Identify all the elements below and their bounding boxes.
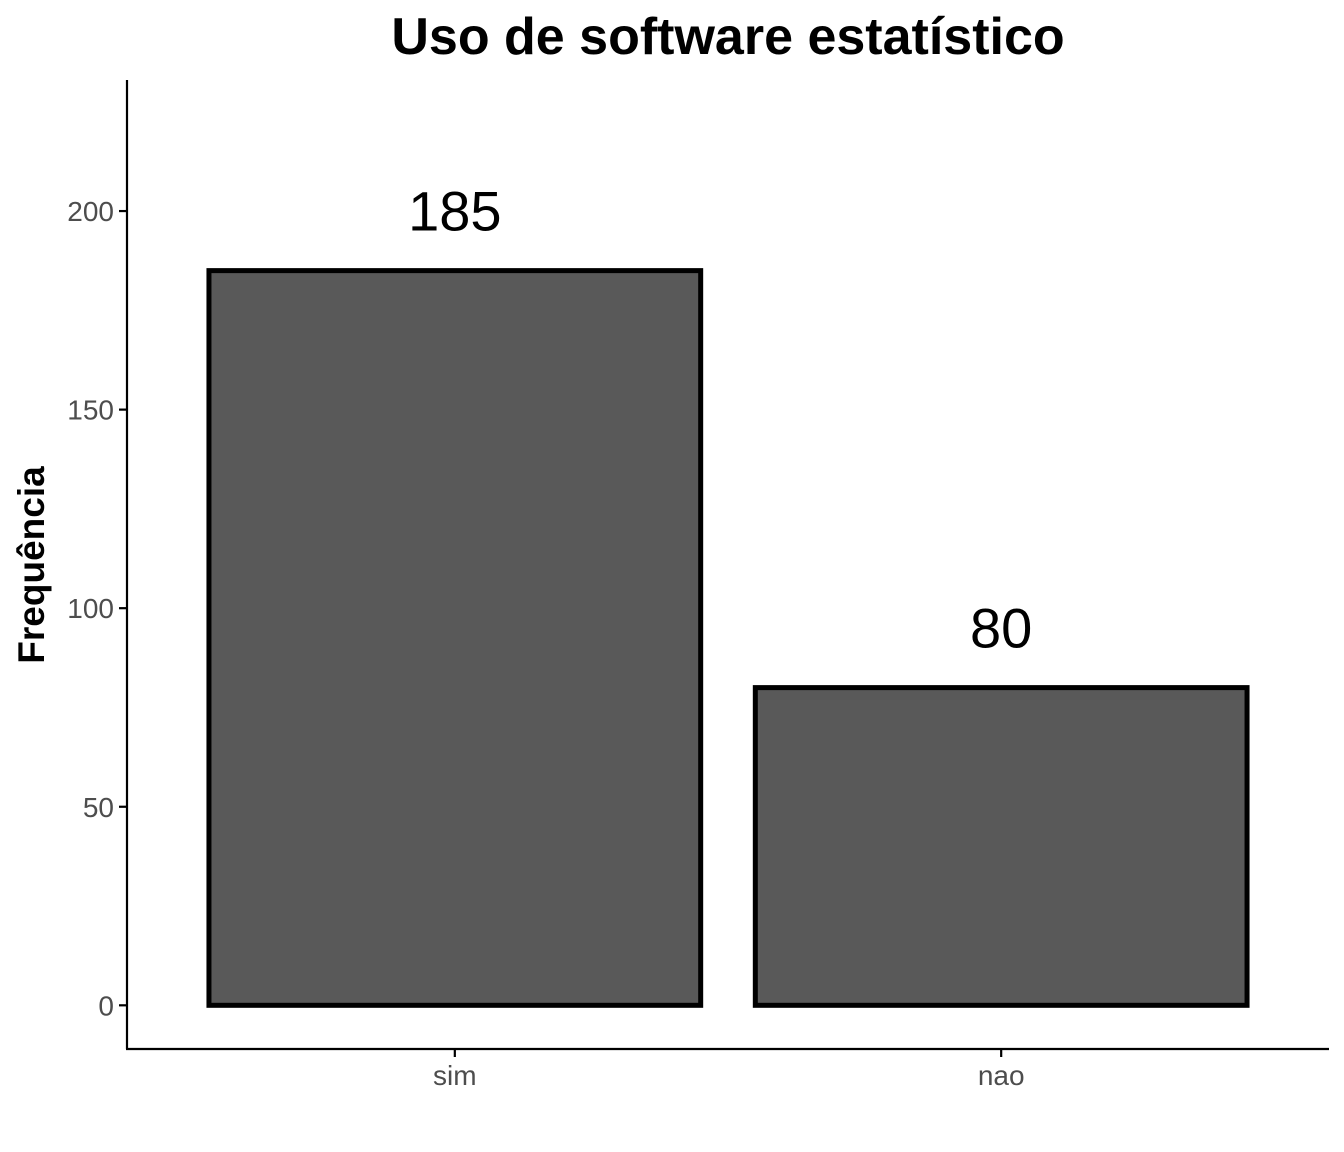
y-axis-ticks: 0 50 100 150 200 xyxy=(67,196,127,1021)
bar-nao xyxy=(752,685,1250,1008)
data-label-nao: 80 xyxy=(970,597,1032,660)
y-tick-label-0: 0 xyxy=(98,990,114,1021)
y-tick-label-100: 100 xyxy=(67,593,114,624)
y-tick-label-150: 150 xyxy=(67,395,114,426)
data-labels-layer: 185 80 xyxy=(408,180,1032,660)
x-tick-label-nao: nao xyxy=(978,1060,1025,1091)
chart-title: Uso de software estatístico xyxy=(391,8,1064,66)
y-tick-label-200: 200 xyxy=(67,196,114,227)
x-axis-ticks: sim nao xyxy=(433,1049,1025,1091)
y-axis-label: Frequência xyxy=(11,466,52,664)
y-tick-label-50: 50 xyxy=(83,792,114,823)
bars-layer xyxy=(206,268,1250,1008)
x-tick-label-sim: sim xyxy=(433,1060,477,1091)
bar-sim xyxy=(206,268,704,1008)
data-label-sim: 185 xyxy=(408,180,501,243)
